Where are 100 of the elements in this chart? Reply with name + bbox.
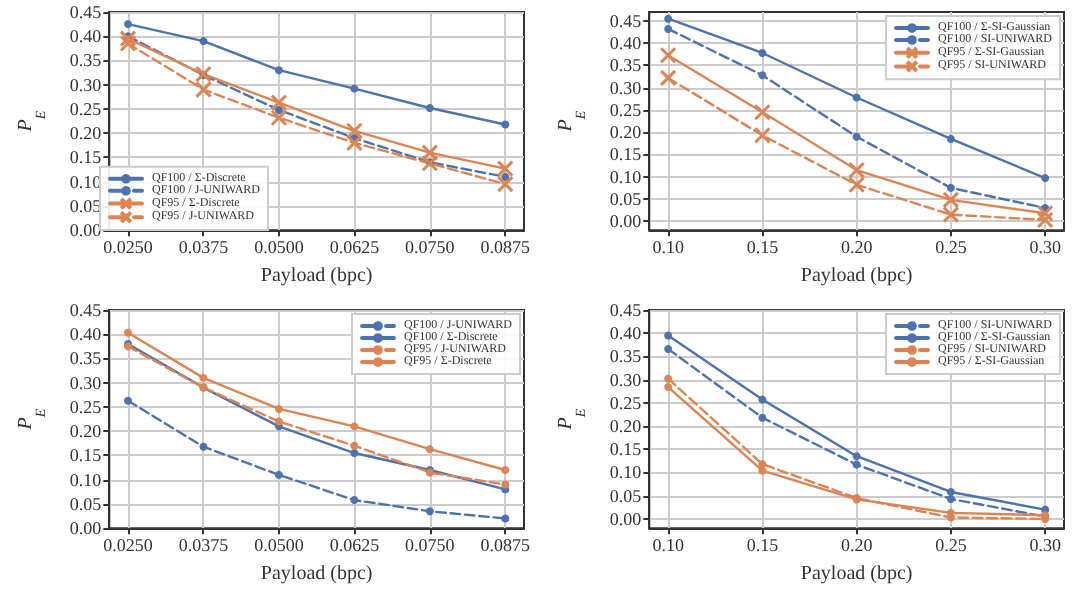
y-tick-label: 0.05 <box>69 492 103 513</box>
point <box>199 441 208 450</box>
x-axis-title: Payload (bpc) <box>260 265 373 287</box>
point <box>501 513 510 522</box>
point <box>199 372 208 381</box>
x-tick-label: 0.0375 <box>178 237 230 258</box>
x-tick-label: 0.0375 <box>178 534 230 555</box>
point <box>664 344 673 352</box>
y-tick-label: 0.25 <box>69 98 103 119</box>
y-tick-label: 0.00 <box>609 211 643 232</box>
y-tick-label: 0.35 <box>69 50 103 71</box>
point <box>425 104 434 113</box>
y-tick-label: 0.45 <box>609 10 643 31</box>
x-tick-label: 0.0250 <box>103 534 154 555</box>
x-axis-title: Payload (bpc) <box>800 562 913 584</box>
x-tick-label: 0.0625 <box>329 534 381 555</box>
x-tick-label: 0.0625 <box>329 237 381 258</box>
y-tick-label: 0.10 <box>609 461 643 482</box>
x-tick-label: 0.30 <box>1029 534 1062 555</box>
point <box>758 71 767 80</box>
point <box>119 30 137 48</box>
point <box>501 120 510 129</box>
x-tick-label: 0.15 <box>746 237 780 258</box>
y-tick-label: 0.20 <box>609 122 643 143</box>
y-tick-label: 0.05 <box>609 189 643 210</box>
y-tick-label: 0.40 <box>69 26 103 47</box>
x-axis-title: Payload (bpc) <box>800 265 913 287</box>
y-tick-label: 0.25 <box>609 99 643 120</box>
point <box>758 394 767 403</box>
y-tick-label: 0.30 <box>609 77 643 98</box>
x-tick-label: 0.30 <box>1029 237 1062 258</box>
point <box>852 132 861 141</box>
y-tick-label: 0.40 <box>609 33 643 54</box>
point <box>199 37 208 46</box>
x-tick-label: 0.0750 <box>405 534 456 555</box>
point <box>852 451 861 460</box>
y-tick-label: 0.45 <box>69 299 103 319</box>
x-tick-label: 0.0875 <box>480 237 532 258</box>
x-tick-label: 0.0500 <box>254 534 305 555</box>
y-tick-label: 0.45 <box>609 299 643 319</box>
x-axis-title: Payload (bpc) <box>260 562 373 584</box>
x-tick-label: 0.0500 <box>254 237 305 258</box>
point <box>274 66 283 75</box>
point <box>501 479 510 488</box>
point <box>274 416 283 425</box>
point <box>124 395 133 404</box>
point <box>124 327 133 336</box>
y-tick-label: 0.45 <box>69 2 103 22</box>
y-tick-label: 0.40 <box>69 323 103 344</box>
y-tick-label: 0.40 <box>609 322 643 343</box>
point <box>753 126 771 144</box>
point <box>758 412 767 421</box>
y-tick-label: 0.35 <box>609 345 643 366</box>
point <box>664 382 673 391</box>
x-tick-label: 0.20 <box>840 237 874 258</box>
point <box>350 448 359 457</box>
point <box>1036 211 1054 229</box>
point <box>124 20 133 29</box>
y-tick-label: 0.10 <box>69 468 103 489</box>
y-tick-label: 0.25 <box>69 395 103 416</box>
y-tick-label: 0.15 <box>609 144 643 165</box>
y-tick-label: 0.20 <box>609 415 643 436</box>
point <box>350 440 359 449</box>
x-tick-label: 0.25 <box>935 534 968 555</box>
y-tick-label: 0.15 <box>609 438 643 459</box>
y-tick-label: 0.10 <box>609 166 643 187</box>
y-tick-label: 0.05 <box>609 484 643 505</box>
point <box>659 46 677 64</box>
point <box>1041 174 1050 183</box>
point <box>758 48 767 57</box>
point <box>852 93 861 102</box>
point <box>1036 204 1054 222</box>
point <box>350 421 359 430</box>
x-tick-label: 0.25 <box>935 237 968 258</box>
y-tick-label: 0.30 <box>69 74 103 95</box>
point <box>350 495 359 504</box>
x-tick-label: 0.10 <box>652 534 685 555</box>
point <box>946 507 955 516</box>
point <box>664 330 673 339</box>
point <box>501 465 510 474</box>
point <box>425 506 434 515</box>
point <box>274 105 283 114</box>
y-tick-label: 0.30 <box>609 368 643 389</box>
y-tick-label: 0.05 <box>69 195 103 216</box>
y-tick-label: 0.25 <box>609 391 643 412</box>
y-tick-label: 0.35 <box>69 347 103 368</box>
point <box>852 459 861 468</box>
x-tick-label: 0.0875 <box>480 534 532 555</box>
point <box>753 103 771 121</box>
point <box>664 373 673 382</box>
point <box>350 84 359 93</box>
x-tick-label: 0.0750 <box>405 237 456 258</box>
y-tick-label: 0.15 <box>69 444 103 465</box>
y-tick-label: 0.35 <box>609 55 643 76</box>
point <box>119 35 137 53</box>
y-tick-label: 0.20 <box>69 123 103 144</box>
x-tick-label: 0.10 <box>652 237 685 258</box>
x-tick-label: 0.15 <box>746 534 780 555</box>
point <box>425 444 434 453</box>
y-tick-label: 0.00 <box>69 517 103 538</box>
